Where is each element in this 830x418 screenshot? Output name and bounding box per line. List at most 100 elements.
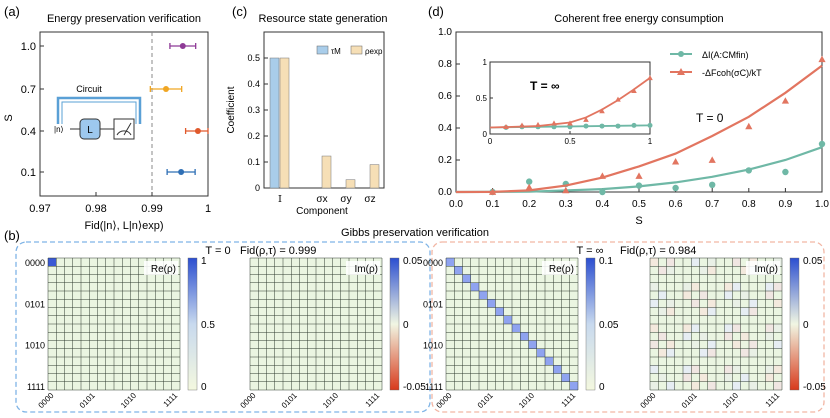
d-data-point (781, 97, 789, 104)
a-xtick-label: 0.99 (141, 203, 162, 215)
matrix-col-label: 1010 (517, 391, 536, 410)
d-data-point (599, 188, 606, 196)
matrix-cell (666, 266, 675, 275)
matrix-cell (732, 365, 741, 374)
colorbar-tick-label: -0.05 (403, 382, 426, 393)
matrix-cell (773, 340, 782, 349)
c-xtick-label: σx (316, 194, 327, 205)
matrix-cell (666, 381, 675, 390)
matrix-cell (536, 348, 545, 357)
d-data-point (635, 182, 643, 189)
inset-data-point (599, 108, 605, 114)
circuit-gate (79, 118, 101, 140)
panel-a-title: Energy preservation verification (47, 13, 201, 25)
matrix-row-label: 0101 (423, 299, 443, 309)
panel-d-title: Coherent free energy consumption (554, 13, 723, 25)
inset-data-point (631, 88, 637, 94)
d-xtick-label: 0.1 (486, 199, 500, 210)
matrix-cell (666, 307, 675, 316)
matrix-cell (650, 340, 659, 349)
inset-data-point (567, 120, 573, 126)
matrix-cell (707, 381, 716, 390)
d-data-point (745, 167, 752, 174)
matrix-label-bg (346, 261, 380, 275)
matrix-cell (650, 365, 659, 374)
colorbar-tick-label: -0.05 (803, 382, 826, 393)
colorbar-tick-label: 0.05 (599, 320, 619, 331)
matrix-cell (658, 266, 667, 275)
c-bar (279, 57, 290, 189)
inset-ytick-label: 0.5 (476, 94, 488, 103)
inset-xtick-label: 0 (488, 137, 493, 146)
matrix-cell (545, 357, 554, 366)
matrix-cell (487, 299, 496, 308)
inset-data-point (583, 116, 589, 122)
d-data-point (708, 156, 716, 163)
inset-data-point (551, 120, 557, 126)
density-matrix-map: Re(ρ)0000000001010101101010101111111110.… (25, 256, 215, 410)
a-xtick-label: 1 (205, 203, 211, 215)
d-data-point (635, 172, 643, 179)
matrix-label-bg (144, 261, 178, 275)
matrix-cell (740, 266, 749, 275)
legend-label-delta-f: -ΔFcoh(σC)/kT (702, 68, 762, 78)
a-xtick-label: 0.97 (29, 203, 50, 215)
matrix-cell (724, 291, 733, 300)
a-data-point (178, 169, 185, 175)
group-t0-fidelity: Fid(ρ,τ) = 0.999 (240, 245, 316, 257)
matrix-cell (749, 307, 758, 316)
group-t0-border (15, 241, 431, 413)
matrix-cell (699, 348, 708, 357)
panel-c-legend: τM ρexp (316, 45, 383, 56)
matrix-label: Re(ρ) (151, 264, 176, 275)
legend-label-rho: ρexp (365, 47, 383, 56)
matrix-cell (765, 332, 774, 341)
group-tinf-fidelity: Fid(ρ,τ) = 0.984 (620, 245, 696, 257)
d-xtick-label: 1.0 (815, 199, 829, 210)
matrix-label-bg (746, 261, 780, 275)
matrix-cell (732, 299, 741, 308)
matrix-cell (765, 373, 774, 382)
c-xtick-label: σy (340, 194, 351, 205)
colorbar-tick-label: 0.1 (599, 256, 613, 267)
matrix-cell (732, 381, 741, 390)
circuit-loop (56, 96, 142, 124)
matrix-cell (503, 315, 512, 324)
c-ytick-label: 0.4 (247, 79, 260, 89)
matrix-cell (740, 307, 749, 316)
matrix-label: Im(ρ) (755, 264, 778, 275)
matrix-cell (765, 365, 774, 374)
density-matrix-map: Im(ρ) 0000 0101 1010 1111 0.05 0 -0.05 (639, 256, 827, 410)
panel-a-ylabel: S (3, 114, 15, 121)
legend-marker-salmon (677, 68, 685, 75)
inset-data-point (519, 122, 525, 128)
matrix-cell (707, 266, 716, 275)
matrix-cell (495, 307, 504, 316)
matrix-cell (707, 340, 716, 349)
d-data-point (818, 55, 826, 63)
matrix-cell (707, 299, 716, 308)
circuit-label: Circuit (76, 84, 102, 94)
a-ytick-label: 0.1 (21, 167, 36, 179)
colorbar-tick-label: 0.05 (403, 256, 423, 267)
matrix-cell (691, 324, 700, 333)
matrix-cell (732, 340, 741, 349)
matrix-cell (699, 266, 708, 275)
matrix-label: Im(ρ) (355, 264, 378, 275)
c-ytick-label: 0 (255, 183, 260, 193)
matrix-cell (707, 348, 716, 357)
matrix-cell (724, 324, 733, 333)
colorbar-tick-label: 0.5 (201, 320, 215, 331)
inset-data-point (567, 124, 573, 130)
matrix-col-label: 0101 (280, 391, 299, 410)
matrix-col-label: 0101 (680, 391, 699, 410)
c-xtick-label: 𝕀 (278, 194, 282, 205)
d-data-point (489, 188, 497, 195)
matrix-cell (732, 282, 741, 291)
c-bar (369, 164, 380, 189)
d-data-point (782, 168, 789, 176)
d-xtick-label: 0.4 (595, 199, 609, 210)
matrix-cell (683, 365, 692, 374)
matrix-cell (650, 258, 659, 267)
meter-needle (123, 122, 132, 136)
